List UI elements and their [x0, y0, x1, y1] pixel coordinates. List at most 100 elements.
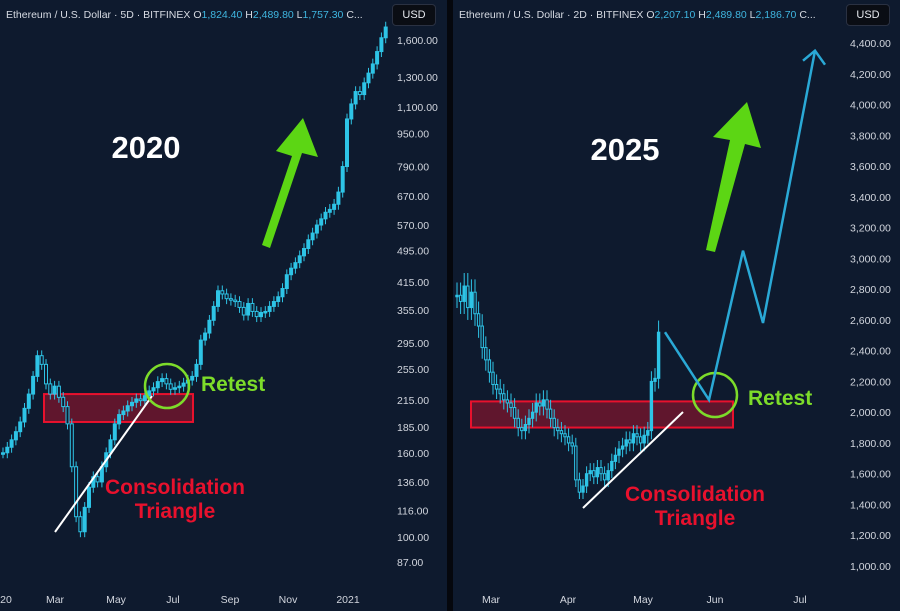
candle-body [69, 423, 74, 468]
candle-body [216, 290, 220, 307]
symbol-name[interactable]: Ethereum / U.S. Dollar · 2D · BITFINEX [459, 9, 644, 21]
candle-body [293, 262, 298, 269]
y-tick-label: 100.00 [397, 532, 429, 544]
y-tick-label: 116.00 [397, 505, 428, 517]
y-tick-label: 1,100.00 [397, 102, 438, 114]
y-tick-label: 3,800.00 [850, 130, 891, 142]
y-tick-label: 1,800.00 [850, 438, 891, 450]
candle-body [656, 331, 661, 379]
candle-body [552, 417, 556, 429]
candle-body [476, 313, 481, 327]
candle-body [250, 302, 255, 312]
candle-body [26, 393, 31, 409]
candle-body [271, 301, 276, 307]
candle-body [56, 385, 61, 398]
candle-body [125, 405, 130, 412]
candle-body [207, 319, 212, 334]
open-value: 2,207.10 [654, 9, 696, 21]
candle-body [233, 299, 238, 303]
candle-body [631, 433, 636, 444]
candle-body [18, 421, 23, 433]
candle-body [494, 383, 499, 390]
candle-body [574, 445, 578, 481]
candle-body [498, 388, 502, 395]
candle-body [646, 430, 650, 436]
y-tick-label: 4,400.00 [850, 38, 891, 50]
candle-body [556, 427, 560, 432]
x-tick-label: Sep [221, 594, 240, 606]
candle-body [375, 51, 380, 65]
y-tick-label: 136.00 [397, 477, 429, 489]
y-tick-label: 355.00 [397, 305, 429, 317]
x-tick-label: May [633, 594, 654, 606]
candle-body [336, 191, 341, 205]
currency-button[interactable]: USD [392, 4, 436, 26]
y-tick-label: 3,400.00 [850, 192, 891, 204]
candle-body [491, 371, 495, 385]
candle-body [366, 72, 371, 84]
candle-body [323, 211, 328, 220]
low-label: L [749, 9, 756, 21]
candle-body [577, 479, 582, 493]
high-value: 2,489.80 [252, 9, 294, 21]
candle-body [353, 91, 358, 105]
high-label: H [245, 9, 253, 21]
y-tick-label: 87.00 [397, 557, 423, 569]
symbol-name[interactable]: Ethereum / U.S. Dollar · 5D · BITFINEX [6, 9, 191, 21]
currency-button[interactable]: USD [846, 4, 890, 26]
candle-body [108, 439, 113, 454]
candle-body [61, 396, 66, 408]
candle-body [39, 355, 44, 365]
candle-body [211, 305, 216, 321]
candle-body [628, 439, 632, 444]
projection-arrowhead [802, 48, 827, 66]
candle-body [570, 442, 574, 447]
candle-body [74, 466, 79, 518]
candle-body [516, 417, 520, 429]
candle-body [151, 387, 156, 392]
candle-body [530, 411, 535, 419]
panel-divider [447, 0, 453, 611]
y-tick-label: 2,000.00 [850, 407, 891, 419]
high-label: H [698, 9, 706, 21]
chart-panel-2020: 1,600.00 1,300.00 1,100.00 950.00 790.00 670.… [0, 0, 447, 611]
triangle-label-line1: Consolidation [105, 476, 245, 499]
candle-body [534, 402, 538, 413]
candle-body [306, 239, 311, 250]
x-tick-label: 20 [0, 594, 12, 606]
candle-body [302, 248, 306, 257]
triangle-trendline [54, 395, 153, 533]
candle-body [566, 436, 571, 444]
candle-body [5, 446, 10, 454]
candle-body [559, 430, 564, 435]
candle-body [484, 347, 488, 361]
y-tick-label: 3,000.00 [850, 253, 891, 265]
candle-body [134, 398, 139, 403]
y-tick-label: 3,200.00 [850, 223, 891, 235]
candle-body [246, 302, 251, 316]
candle-body [130, 401, 134, 407]
candle-body [267, 305, 272, 312]
candle-body [254, 310, 259, 318]
close-label: C... [799, 9, 816, 21]
candle-body [310, 232, 315, 241]
candle-body [22, 407, 27, 423]
candle-body [502, 393, 506, 401]
candle-body [638, 436, 643, 444]
candle-body [9, 439, 14, 448]
candle-body [121, 410, 126, 416]
candle-body [602, 473, 607, 481]
candle-body [52, 385, 57, 395]
candle-body [473, 291, 477, 315]
candle-body [284, 274, 289, 290]
candle-body [259, 311, 263, 318]
candle-body [563, 433, 567, 438]
y-tick-label: 1,600.00 [397, 35, 438, 47]
x-tick-label: Jul [166, 594, 179, 606]
candle-body [649, 380, 654, 432]
bullish-arrow [262, 118, 318, 248]
candle-body [289, 267, 294, 276]
candle-body [458, 294, 463, 302]
y-tick-label: 415.00 [397, 277, 429, 289]
triangle-label-line2: Triangle [135, 500, 216, 523]
